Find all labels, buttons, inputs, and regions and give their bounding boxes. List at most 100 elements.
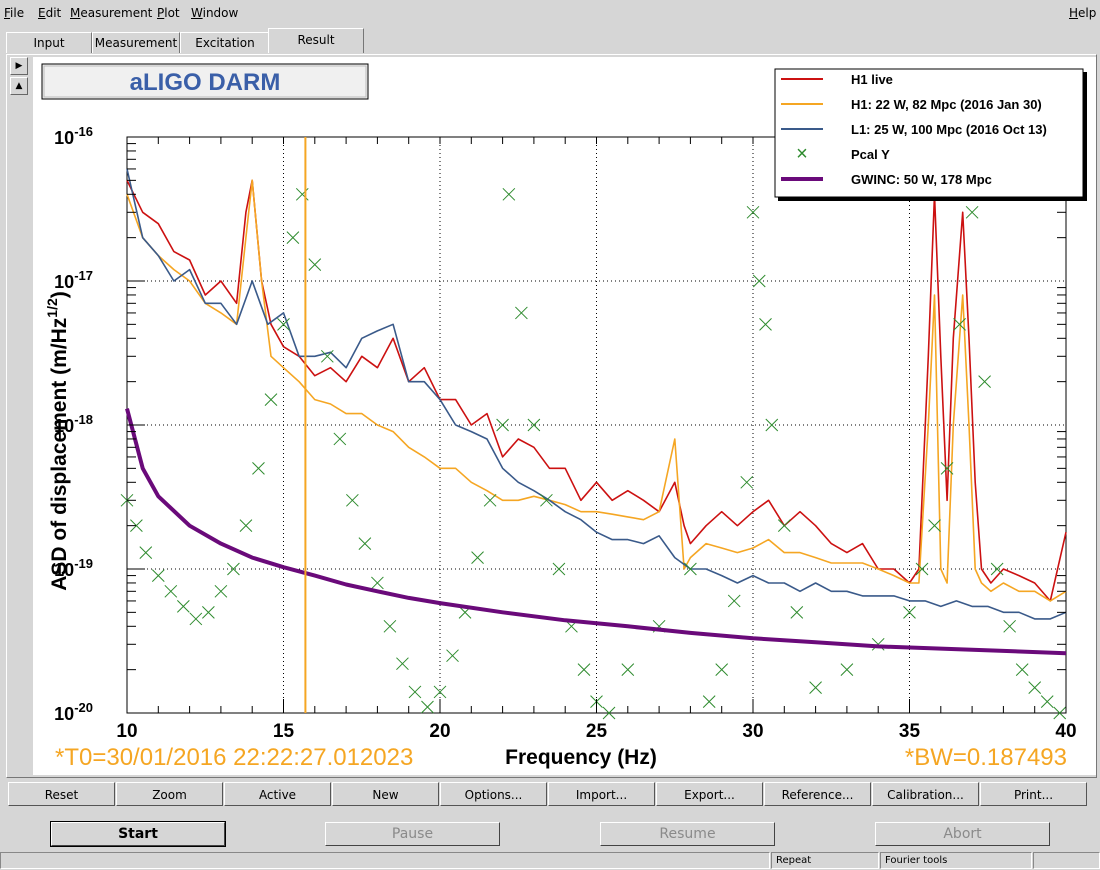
- pcal-marker: [252, 461, 265, 475]
- legend-label-l1: L1: 25 W, 100 Mpc (2016 Oct 13): [851, 122, 1047, 137]
- tab-measurement[interactable]: Measurement: [92, 32, 180, 53]
- pcal-marker: [684, 562, 697, 576]
- y-tick-exponent: -18: [74, 412, 93, 427]
- menu-help[interactable]: Help: [1069, 6, 1097, 20]
- x-tick-label: 35: [899, 721, 921, 742]
- x-tick-label: 20: [429, 721, 450, 742]
- pcal-marker: [202, 605, 215, 619]
- pcal-marker: [358, 537, 372, 550]
- menu-file[interactable]: File: [4, 6, 25, 20]
- menu-plot[interactable]: Plot: [157, 6, 180, 20]
- scroll-right-icon[interactable]: ▶: [10, 57, 28, 75]
- pause-button[interactable]: Pause: [325, 822, 500, 846]
- result-panel: [6, 54, 1097, 778]
- menu-edit[interactable]: Edit: [38, 6, 62, 20]
- y-tick-label: 10-20: [54, 700, 93, 724]
- options-button[interactable]: Options...: [440, 782, 547, 806]
- scroll-up-icon[interactable]: ▲: [10, 77, 28, 95]
- pcal-marker: [928, 519, 941, 533]
- pcal-marker: [130, 519, 143, 533]
- menu-measurement[interactable]: Measurement: [70, 6, 153, 20]
- y-tick-label: 10-18: [54, 412, 93, 436]
- tab-result[interactable]: Result: [268, 28, 364, 53]
- pcal-marker: [777, 519, 791, 533]
- pcal-marker: [577, 663, 591, 677]
- legend: H1 live H1: 22 W, 82 Mpc (2016 Jan 30) L…: [774, 68, 1087, 201]
- pcal-marker: [471, 551, 484, 564]
- resume-button[interactable]: Resume: [600, 822, 775, 846]
- pcal-marker: [383, 619, 397, 633]
- pcal-marker: [320, 349, 334, 363]
- reset-button[interactable]: Reset: [8, 782, 115, 806]
- print-button[interactable]: Print...: [980, 782, 1087, 806]
- y-tick-exponent: -19: [74, 556, 93, 571]
- pcal-marker: [552, 562, 566, 576]
- new-button[interactable]: New: [332, 782, 439, 806]
- pcal-marker: [346, 493, 359, 507]
- pcal-marker: [264, 393, 278, 406]
- tab-input[interactable]: Input: [6, 32, 92, 53]
- series-line-2: [126, 168, 1067, 620]
- legend-shadow-bottom: [778, 197, 1087, 201]
- pcal-marker: [1015, 663, 1029, 677]
- pcal-marker: [396, 657, 409, 671]
- pcal-marker: [214, 584, 228, 598]
- pcal-marker: [978, 375, 991, 389]
- title-box-inner: [43, 65, 367, 98]
- calibration-button[interactable]: Calibration...: [872, 782, 979, 806]
- status-repeat: Repeat: [771, 852, 879, 869]
- pcal-marker: [1003, 619, 1017, 633]
- plot-canvas[interactable]: aLIGO DARM 10 15 20 25 30 35 40 10-16 10-17 10-18…: [33, 57, 1096, 775]
- legend-box: [774, 68, 1084, 198]
- pcal-marker: [408, 685, 422, 699]
- pcal-marker: [903, 605, 916, 619]
- title-box: [41, 63, 369, 100]
- t0-label: *T0=30/01/2016 22:22:27.012023: [55, 744, 413, 771]
- pcal-marker: [740, 475, 754, 489]
- pcal-marker: [1028, 681, 1042, 694]
- y-tick-exponent: -17: [74, 268, 93, 283]
- series-layer: [120, 137, 1067, 720]
- legend-label-gwinc: GWINC: 50 W, 178 Mpc: [851, 172, 992, 187]
- pcal-marker: [176, 600, 190, 613]
- plot-title: aLIGO DARM: [130, 69, 281, 96]
- y-tick-exponent: -20: [74, 700, 93, 715]
- reference-button[interactable]: Reference...: [764, 782, 871, 806]
- y-tick-exponent: -16: [74, 124, 93, 139]
- legend-shadow-right: [1083, 72, 1087, 200]
- y-axis-label-end: ): [48, 291, 71, 298]
- y-tick-label: 10-16: [54, 124, 93, 148]
- pcal-marker: [295, 187, 309, 201]
- zoom-button[interactable]: Zoom: [116, 782, 223, 806]
- abort-button[interactable]: Abort: [875, 822, 1050, 846]
- legend-label-pcal: Pcal Y: [851, 147, 890, 162]
- x-tick-label: 30: [742, 721, 763, 742]
- series-line-4: [125, 408, 1067, 656]
- pcal-marker: [715, 663, 729, 677]
- active-button[interactable]: Active: [224, 782, 331, 806]
- pcal-marker: [527, 418, 541, 432]
- export-button[interactable]: Export...: [656, 782, 763, 806]
- pcal-marker: [746, 205, 760, 219]
- status-fourier: Fourier tools: [880, 852, 1032, 869]
- pcal-marker: [496, 418, 509, 432]
- pcal-marker: [915, 562, 929, 576]
- pcal-marker: [421, 700, 434, 714]
- pcal-marker: [540, 493, 553, 507]
- pcal-marker: [371, 576, 384, 590]
- pcal-marker: [515, 306, 528, 320]
- start-button[interactable]: Start: [50, 821, 226, 847]
- pcal-marker: [308, 258, 322, 271]
- pcal-marker: [953, 317, 966, 331]
- bw-label: *BW=0.187493: [905, 744, 1067, 771]
- pcal-marker: [286, 231, 300, 245]
- menu-bar: File Edit Measurement Plot Window Help: [0, 0, 1100, 26]
- tab-excitation[interactable]: Excitation: [180, 32, 270, 53]
- tab-bar: Input Measurement Excitation Result: [0, 28, 1100, 54]
- series-line-0: [126, 179, 1067, 602]
- pcal-marker: [189, 612, 203, 626]
- pcal-marker: [502, 187, 516, 201]
- menu-window[interactable]: Window: [191, 6, 239, 20]
- pcal-marker: [840, 663, 854, 677]
- import-button[interactable]: Import...: [548, 782, 655, 806]
